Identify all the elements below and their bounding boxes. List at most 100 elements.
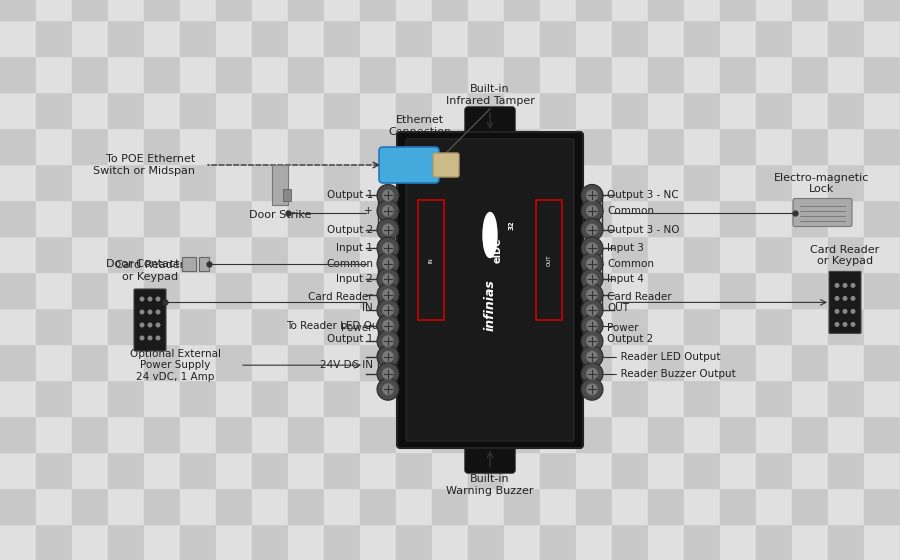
Bar xyxy=(288,416,324,452)
Bar xyxy=(36,0,72,20)
Bar xyxy=(828,380,864,416)
Bar xyxy=(648,200,684,236)
Bar xyxy=(396,200,432,236)
Bar xyxy=(468,20,504,56)
Text: Input 3: Input 3 xyxy=(607,243,644,253)
Bar xyxy=(0,380,36,416)
Text: Output 3 - NO: Output 3 - NO xyxy=(607,225,680,235)
Bar xyxy=(432,0,468,20)
Bar xyxy=(36,344,72,380)
Bar xyxy=(468,344,504,380)
FancyBboxPatch shape xyxy=(575,344,599,390)
Bar xyxy=(216,272,252,308)
Circle shape xyxy=(382,205,394,217)
Circle shape xyxy=(140,310,145,315)
Bar xyxy=(756,452,792,488)
Bar xyxy=(396,308,432,344)
Circle shape xyxy=(382,335,394,347)
FancyBboxPatch shape xyxy=(381,344,405,390)
Bar xyxy=(180,236,216,272)
Bar xyxy=(72,488,108,524)
Bar xyxy=(864,200,900,236)
Bar xyxy=(792,236,828,272)
Bar xyxy=(576,416,612,452)
Bar xyxy=(252,524,288,560)
Circle shape xyxy=(586,320,598,332)
Bar xyxy=(756,200,792,236)
Bar xyxy=(576,344,612,380)
Circle shape xyxy=(581,200,603,222)
Bar xyxy=(252,236,288,272)
Bar xyxy=(756,128,792,164)
Bar xyxy=(283,189,291,200)
Bar xyxy=(864,524,900,560)
Bar xyxy=(468,488,504,524)
Bar xyxy=(324,380,360,416)
Bar xyxy=(252,0,288,20)
Bar xyxy=(396,272,432,308)
Bar xyxy=(756,344,792,380)
Bar xyxy=(648,164,684,200)
Bar xyxy=(576,308,612,344)
Circle shape xyxy=(581,378,603,400)
Bar xyxy=(504,200,540,236)
Bar xyxy=(756,524,792,560)
Bar xyxy=(396,164,432,200)
Bar xyxy=(360,236,396,272)
Bar xyxy=(432,92,468,128)
Bar xyxy=(648,128,684,164)
Circle shape xyxy=(586,205,598,217)
Circle shape xyxy=(586,189,598,202)
Bar xyxy=(199,256,209,270)
Bar xyxy=(0,308,36,344)
Bar xyxy=(864,272,900,308)
Text: Built-in
Infrared Tamper: Built-in Infrared Tamper xyxy=(446,85,535,106)
Bar xyxy=(756,164,792,200)
Circle shape xyxy=(156,323,160,328)
Circle shape xyxy=(581,315,603,337)
Bar xyxy=(396,524,432,560)
Bar xyxy=(108,416,144,452)
Text: Output 2: Output 2 xyxy=(327,225,373,235)
Bar xyxy=(72,416,108,452)
Bar xyxy=(180,20,216,56)
Bar xyxy=(576,128,612,164)
Bar xyxy=(182,256,196,270)
Bar xyxy=(576,164,612,200)
Circle shape xyxy=(140,296,145,301)
Bar xyxy=(144,236,180,272)
Circle shape xyxy=(377,253,399,274)
Bar xyxy=(612,200,648,236)
Bar xyxy=(288,452,324,488)
Bar xyxy=(684,380,720,416)
Bar xyxy=(216,524,252,560)
Bar xyxy=(576,524,612,560)
Bar xyxy=(252,452,288,488)
Bar xyxy=(720,380,756,416)
Bar xyxy=(792,308,828,344)
Bar xyxy=(756,20,792,56)
Bar xyxy=(648,344,684,380)
Bar xyxy=(0,128,36,164)
Bar xyxy=(180,0,216,20)
Bar xyxy=(288,20,324,56)
Bar xyxy=(540,92,576,128)
Text: IN: IN xyxy=(428,257,434,263)
Bar xyxy=(360,0,396,20)
Bar xyxy=(648,416,684,452)
Bar xyxy=(108,20,144,56)
Circle shape xyxy=(842,322,848,327)
Bar xyxy=(324,272,360,308)
Bar xyxy=(144,20,180,56)
Bar xyxy=(144,488,180,524)
Bar xyxy=(396,452,432,488)
Bar xyxy=(864,56,900,92)
Bar xyxy=(468,308,504,344)
Bar xyxy=(324,452,360,488)
Text: Optional External
Power Supply
24 vDC, 1 Amp: Optional External Power Supply 24 vDC, 1… xyxy=(130,348,220,382)
Bar xyxy=(720,200,756,236)
Bar xyxy=(540,308,576,344)
Bar xyxy=(324,308,360,344)
Circle shape xyxy=(382,368,394,380)
Bar xyxy=(72,272,108,308)
